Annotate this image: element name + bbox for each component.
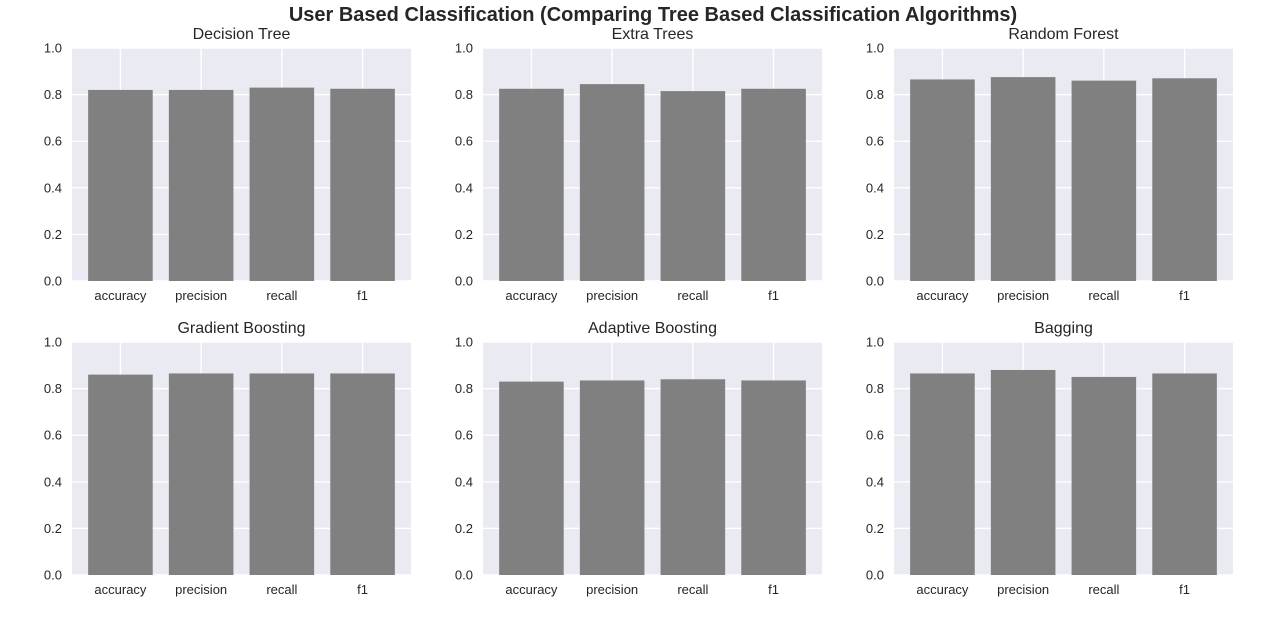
y-tick-label: 1.0 xyxy=(866,335,884,350)
y-tick-label: 0.4 xyxy=(866,474,884,489)
bar-chart-panel: 0.0 0.2 0.4 0.6 0.8 1.0 accuracy precision recal… xyxy=(455,320,822,597)
x-tick-label: recall xyxy=(266,288,297,303)
y-tick-label: 0.0 xyxy=(455,274,473,289)
y-tick-label: 0.2 xyxy=(866,521,884,536)
x-tick-label: recall xyxy=(266,582,297,597)
figure-title: User Based Classification (Comparing Tre… xyxy=(289,4,1017,26)
x-tick-label: accuracy xyxy=(505,288,558,303)
y-tick-label: 1.0 xyxy=(44,41,62,56)
x-tick-label: precision xyxy=(997,288,1049,303)
panel-title: Extra Trees xyxy=(612,26,694,43)
x-tick-label: precision xyxy=(586,582,638,597)
y-tick-label: 0.4 xyxy=(44,474,62,489)
y-tick-label: 0.2 xyxy=(44,521,62,536)
x-tick-label: f1 xyxy=(768,288,779,303)
bar-recall xyxy=(1071,80,1137,282)
y-tick-label: 0.6 xyxy=(44,428,62,443)
x-tick-label: recall xyxy=(1088,582,1119,597)
y-tick-label: 0.8 xyxy=(866,87,884,102)
x-tick-label: precision xyxy=(586,288,638,303)
y-tick-label: 0.2 xyxy=(455,227,473,242)
x-tick-label: recall xyxy=(677,582,708,597)
bar-f1 xyxy=(330,88,395,282)
x-tick-label: recall xyxy=(677,288,708,303)
y-tick-label: 0.8 xyxy=(44,87,62,102)
panel-title: Gradient Boosting xyxy=(177,320,305,337)
y-tick-label: 0.8 xyxy=(866,381,884,396)
bar-precision xyxy=(168,89,234,281)
bar-accuracy xyxy=(88,89,153,281)
panel-title: Random Forest xyxy=(1008,26,1119,43)
y-tick-label: 0.0 xyxy=(866,274,884,289)
y-tick-label: 1.0 xyxy=(866,41,884,56)
y-tick-label: 0.4 xyxy=(455,180,473,195)
y-tick-label: 0.2 xyxy=(455,521,473,536)
bar-recall xyxy=(1071,376,1137,575)
x-tick-label: accuracy xyxy=(916,582,969,597)
bar-precision xyxy=(990,369,1056,575)
y-tick-label: 1.0 xyxy=(44,335,62,350)
x-tick-label: f1 xyxy=(768,582,779,597)
bar-chart-panel: 0.0 0.2 0.4 0.6 0.8 1.0 accuracy precision recal… xyxy=(866,320,1233,597)
bar-accuracy xyxy=(88,374,153,575)
bar-f1 xyxy=(1152,78,1217,281)
y-tick-label: 0.2 xyxy=(44,227,62,242)
x-tick-label: f1 xyxy=(357,288,368,303)
y-tick-label: 0.0 xyxy=(866,568,884,583)
bar-chart-panel: 0.0 0.2 0.4 0.6 0.8 1.0 accuracy precision recal… xyxy=(866,26,1233,303)
bar-precision xyxy=(990,77,1056,281)
y-tick-label: 0.4 xyxy=(44,180,62,195)
bar-f1 xyxy=(330,373,395,575)
y-tick-label: 0.0 xyxy=(44,568,62,583)
x-tick-label: accuracy xyxy=(94,582,147,597)
y-tick-label: 0.8 xyxy=(455,381,473,396)
y-tick-label: 1.0 xyxy=(455,41,473,56)
y-tick-label: 0.2 xyxy=(866,227,884,242)
y-tick-label: 0.8 xyxy=(44,381,62,396)
bar-accuracy xyxy=(499,88,564,282)
x-tick-label: f1 xyxy=(1179,582,1190,597)
y-tick-label: 1.0 xyxy=(455,335,473,350)
bar-recall xyxy=(249,87,315,281)
x-tick-label: accuracy xyxy=(505,582,558,597)
bar-chart-panel: 0.0 0.2 0.4 0.6 0.8 1.0 accuracy precision recal… xyxy=(44,26,411,303)
y-tick-label: 0.0 xyxy=(455,568,473,583)
x-tick-label: precision xyxy=(175,582,227,597)
subplots-grid: 0.0 0.2 0.4 0.6 0.8 1.0 accuracy precision recal… xyxy=(44,26,1233,597)
bar-precision xyxy=(579,84,645,282)
bar-chart-panel: 0.0 0.2 0.4 0.6 0.8 1.0 accuracy precision recal… xyxy=(44,320,411,597)
y-tick-label: 0.4 xyxy=(455,474,473,489)
x-tick-label: f1 xyxy=(1179,288,1190,303)
panel-title: Bagging xyxy=(1034,320,1093,337)
panel-title: Adaptive Boosting xyxy=(588,320,717,337)
x-tick-label: precision xyxy=(175,288,227,303)
bar-precision xyxy=(168,373,234,575)
y-tick-label: 0.6 xyxy=(455,428,473,443)
bar-accuracy xyxy=(910,373,975,575)
panel-title: Decision Tree xyxy=(193,26,291,43)
bar-accuracy xyxy=(910,79,975,281)
x-tick-label: accuracy xyxy=(916,288,969,303)
y-tick-label: 0.6 xyxy=(44,134,62,149)
y-tick-label: 0.6 xyxy=(866,134,884,149)
y-tick-label: 0.4 xyxy=(866,180,884,195)
x-tick-label: recall xyxy=(1088,288,1119,303)
bar-recall xyxy=(249,373,315,575)
bar-recall xyxy=(660,91,726,281)
y-tick-label: 0.0 xyxy=(44,274,62,289)
bar-f1 xyxy=(741,380,806,575)
bar-accuracy xyxy=(499,381,564,575)
x-tick-label: accuracy xyxy=(94,288,147,303)
x-tick-label: precision xyxy=(997,582,1049,597)
bar-chart-panel: 0.0 0.2 0.4 0.6 0.8 1.0 accuracy precision recal… xyxy=(455,26,822,303)
y-tick-label: 0.6 xyxy=(866,428,884,443)
bar-recall xyxy=(660,379,726,575)
y-tick-label: 0.6 xyxy=(455,134,473,149)
y-tick-label: 0.8 xyxy=(455,87,473,102)
x-tick-label: f1 xyxy=(357,582,368,597)
bar-f1 xyxy=(741,88,806,282)
bar-f1 xyxy=(1152,373,1217,575)
bar-precision xyxy=(579,380,645,575)
